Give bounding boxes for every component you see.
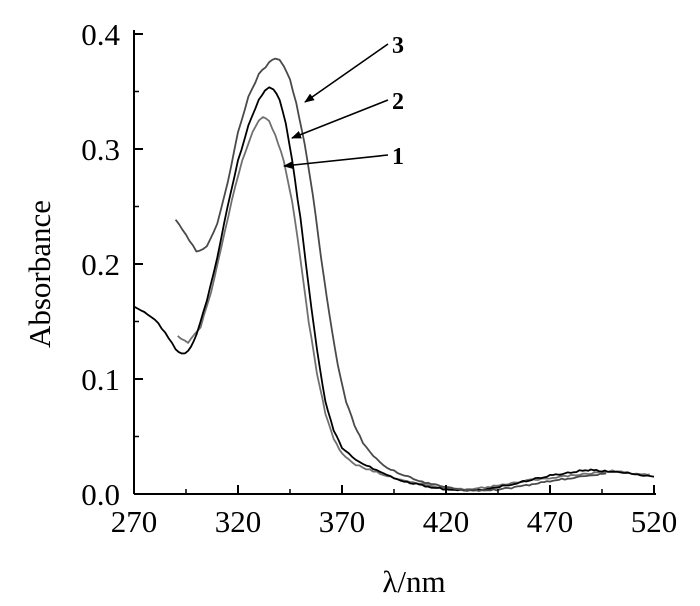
x-tick-label: 420: [423, 504, 470, 539]
series-line-1: [177, 116, 650, 491]
series-label-1: 1: [392, 144, 404, 170]
y-tick-label: 0.2: [81, 247, 120, 282]
x-tick-label: 270: [111, 504, 158, 539]
x-tick-label: 370: [319, 504, 366, 539]
x-tick-label: 320: [215, 504, 262, 539]
series-arrow-3: [304, 43, 389, 103]
y-axis-title: Absorbance: [22, 200, 57, 348]
series-arrow-2: [291, 99, 389, 139]
x-axis-title: λ/nm: [382, 564, 445, 599]
series-labels-group: 1 2 3: [283, 33, 404, 170]
series-arrow-1: [283, 154, 389, 170]
x-tick-label: 470: [527, 504, 574, 539]
series-group: [133, 57, 655, 492]
series-label-2: 2: [392, 89, 404, 115]
y-tick-label: 0.1: [81, 362, 120, 397]
axes-group: 270 320 370 420 470 520 0.0 0.1 0.2 0.3 0.4: [81, 17, 677, 539]
series-line-3: [174, 57, 607, 492]
y-tick-label: 0.3: [81, 132, 120, 167]
y-tick-label: 0.0: [81, 477, 120, 512]
x-tick-label: 520: [631, 504, 678, 539]
series-label-3: 3: [392, 33, 404, 59]
series-line-2: [133, 86, 655, 492]
y-tick-label: 0.4: [81, 17, 120, 52]
